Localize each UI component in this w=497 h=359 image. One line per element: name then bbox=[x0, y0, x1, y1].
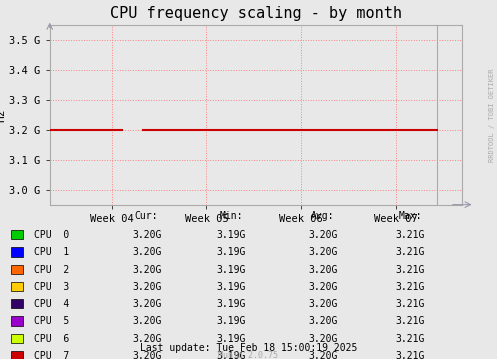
Text: Last update: Tue Feb 18 15:00:19 2025: Last update: Tue Feb 18 15:00:19 2025 bbox=[140, 343, 357, 353]
Text: 3.19G: 3.19G bbox=[216, 334, 246, 344]
Text: CPU  1: CPU 1 bbox=[34, 247, 69, 257]
Text: 3.20G: 3.20G bbox=[132, 282, 162, 292]
Text: 3.19G: 3.19G bbox=[216, 351, 246, 359]
Text: 3.20G: 3.20G bbox=[308, 247, 338, 257]
Text: CPU  6: CPU 6 bbox=[34, 334, 69, 344]
Text: 3.21G: 3.21G bbox=[395, 316, 425, 326]
Text: 3.19G: 3.19G bbox=[216, 299, 246, 309]
Text: 3.21G: 3.21G bbox=[395, 299, 425, 309]
Text: 3.20G: 3.20G bbox=[308, 230, 338, 240]
Text: 3.21G: 3.21G bbox=[395, 230, 425, 240]
Text: CPU  7: CPU 7 bbox=[34, 351, 69, 359]
Bar bbox=[11, 282, 23, 291]
Text: CPU  0: CPU 0 bbox=[34, 230, 69, 240]
Text: 3.21G: 3.21G bbox=[395, 334, 425, 344]
Text: 3.19G: 3.19G bbox=[216, 316, 246, 326]
Bar bbox=[11, 247, 23, 257]
Text: CPU  4: CPU 4 bbox=[34, 299, 69, 309]
Bar bbox=[11, 265, 23, 274]
Text: 3.21G: 3.21G bbox=[395, 247, 425, 257]
Text: Max:: Max: bbox=[398, 211, 422, 221]
Text: Cur:: Cur: bbox=[135, 211, 159, 221]
Text: 3.19G: 3.19G bbox=[216, 265, 246, 275]
Text: 3.20G: 3.20G bbox=[132, 265, 162, 275]
Text: 3.20G: 3.20G bbox=[308, 351, 338, 359]
Text: 3.20G: 3.20G bbox=[132, 247, 162, 257]
Text: 3.20G: 3.20G bbox=[132, 334, 162, 344]
Text: 3.20G: 3.20G bbox=[132, 316, 162, 326]
Text: Munin 2.0.75: Munin 2.0.75 bbox=[219, 351, 278, 359]
Text: RRDTOOL / TOBI OETIKER: RRDTOOL / TOBI OETIKER bbox=[489, 68, 495, 162]
Text: CPU  5: CPU 5 bbox=[34, 316, 69, 326]
Text: CPU  3: CPU 3 bbox=[34, 282, 69, 292]
Text: 3.20G: 3.20G bbox=[132, 351, 162, 359]
Bar bbox=[11, 316, 23, 326]
Text: 3.20G: 3.20G bbox=[308, 282, 338, 292]
Text: CPU  2: CPU 2 bbox=[34, 265, 69, 275]
Bar bbox=[11, 351, 23, 359]
Text: 3.20G: 3.20G bbox=[132, 230, 162, 240]
Y-axis label: Hz: Hz bbox=[0, 108, 6, 122]
Bar bbox=[11, 334, 23, 343]
Text: 3.20G: 3.20G bbox=[308, 316, 338, 326]
Text: 3.20G: 3.20G bbox=[308, 265, 338, 275]
Text: Min:: Min: bbox=[219, 211, 243, 221]
Text: 3.20G: 3.20G bbox=[308, 334, 338, 344]
Text: 3.21G: 3.21G bbox=[395, 351, 425, 359]
Text: 3.20G: 3.20G bbox=[308, 299, 338, 309]
Text: 3.21G: 3.21G bbox=[395, 265, 425, 275]
Title: CPU frequency scaling - by month: CPU frequency scaling - by month bbox=[110, 6, 402, 21]
Text: 3.19G: 3.19G bbox=[216, 247, 246, 257]
Text: Avg:: Avg: bbox=[311, 211, 335, 221]
Bar bbox=[11, 230, 23, 239]
Text: 3.19G: 3.19G bbox=[216, 282, 246, 292]
Text: 3.19G: 3.19G bbox=[216, 230, 246, 240]
Text: 3.21G: 3.21G bbox=[395, 282, 425, 292]
Text: 3.20G: 3.20G bbox=[132, 299, 162, 309]
Bar bbox=[11, 299, 23, 308]
